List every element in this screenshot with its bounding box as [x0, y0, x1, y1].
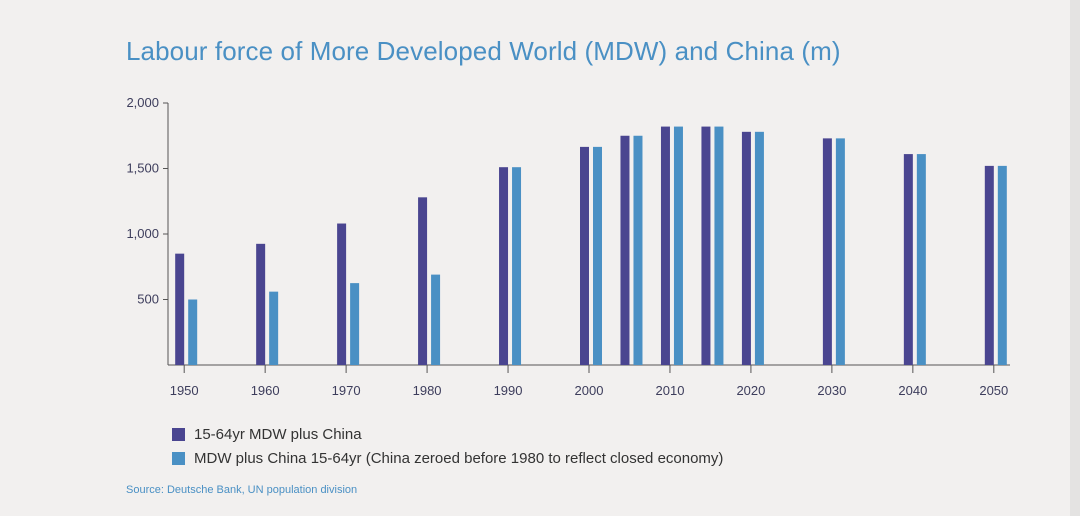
x-tick-label: 1960: [251, 383, 280, 398]
page-edge: [1070, 0, 1080, 516]
bar-series2: [269, 291, 279, 365]
x-tick-label: 2020: [736, 383, 765, 398]
bar-series1: [903, 154, 913, 365]
legend-label-series2: MDW plus China 15-64yr (China zeroed bef…: [194, 449, 724, 467]
bar-series1: [175, 253, 185, 365]
x-tick-label: 2010: [656, 383, 685, 398]
bar-series1: [620, 135, 630, 365]
bar-series2: [633, 135, 643, 365]
legend-swatch-series1: [172, 427, 185, 441]
source-note: Source: Deutsche Bank, UN population div…: [126, 484, 358, 496]
bar-series1: [741, 131, 751, 365]
bar-series1: [256, 243, 266, 365]
legend-item-series1: 15-64yr MDW plus China: [172, 422, 723, 446]
y-tick-label: 1,000: [126, 226, 159, 241]
x-tick-label: 1980: [413, 383, 442, 398]
x-tick-label: 1950: [170, 383, 199, 398]
legend-swatch-series2: [172, 451, 185, 465]
legend-label-series1: 15-64yr MDW plus China: [194, 425, 362, 443]
bar-series2: [754, 131, 764, 365]
x-tick-label: 2040: [898, 383, 927, 398]
y-tick-label: 1,500: [126, 161, 159, 176]
chart-title: Labour force of More Developed World (MD…: [126, 36, 841, 66]
bar-series2: [512, 167, 522, 365]
bar-series2: [997, 165, 1007, 365]
chart-legend: 15-64yr MDW plus China MDW plus China 15…: [172, 422, 723, 470]
y-tick-label: 2,000: [126, 95, 159, 110]
bar-series1: [580, 146, 589, 365]
bar-series1: [660, 126, 670, 365]
x-tick-label: 1990: [494, 383, 523, 398]
bar-series2: [431, 274, 441, 365]
x-tick-label: 1970: [332, 383, 361, 398]
bar-series1: [499, 167, 509, 365]
x-tick-label: 2000: [575, 383, 604, 398]
legend-item-series2: MDW plus China 15-64yr (China zeroed bef…: [172, 446, 723, 470]
bar-series2: [673, 126, 683, 365]
bar-series2: [593, 146, 602, 365]
x-tick-label: 2050: [979, 383, 1008, 398]
bar-series1: [822, 138, 832, 365]
bar-series2: [916, 154, 926, 365]
y-tick-label: 500: [137, 292, 159, 307]
bar-series1: [984, 165, 994, 365]
bar-series1: [418, 197, 428, 365]
x-tick-label: 2030: [817, 383, 846, 398]
bar-series1: [701, 126, 711, 365]
bar-series2: [714, 126, 724, 365]
bar-series2: [350, 283, 360, 365]
chart-plot: 500 1,000 1,500 2,000 1950 1960 1970 1980 1990 20…: [126, 95, 1010, 398]
bar-series2: [835, 138, 845, 365]
bar-series2: [188, 299, 198, 365]
bar-series1: [337, 223, 347, 365]
